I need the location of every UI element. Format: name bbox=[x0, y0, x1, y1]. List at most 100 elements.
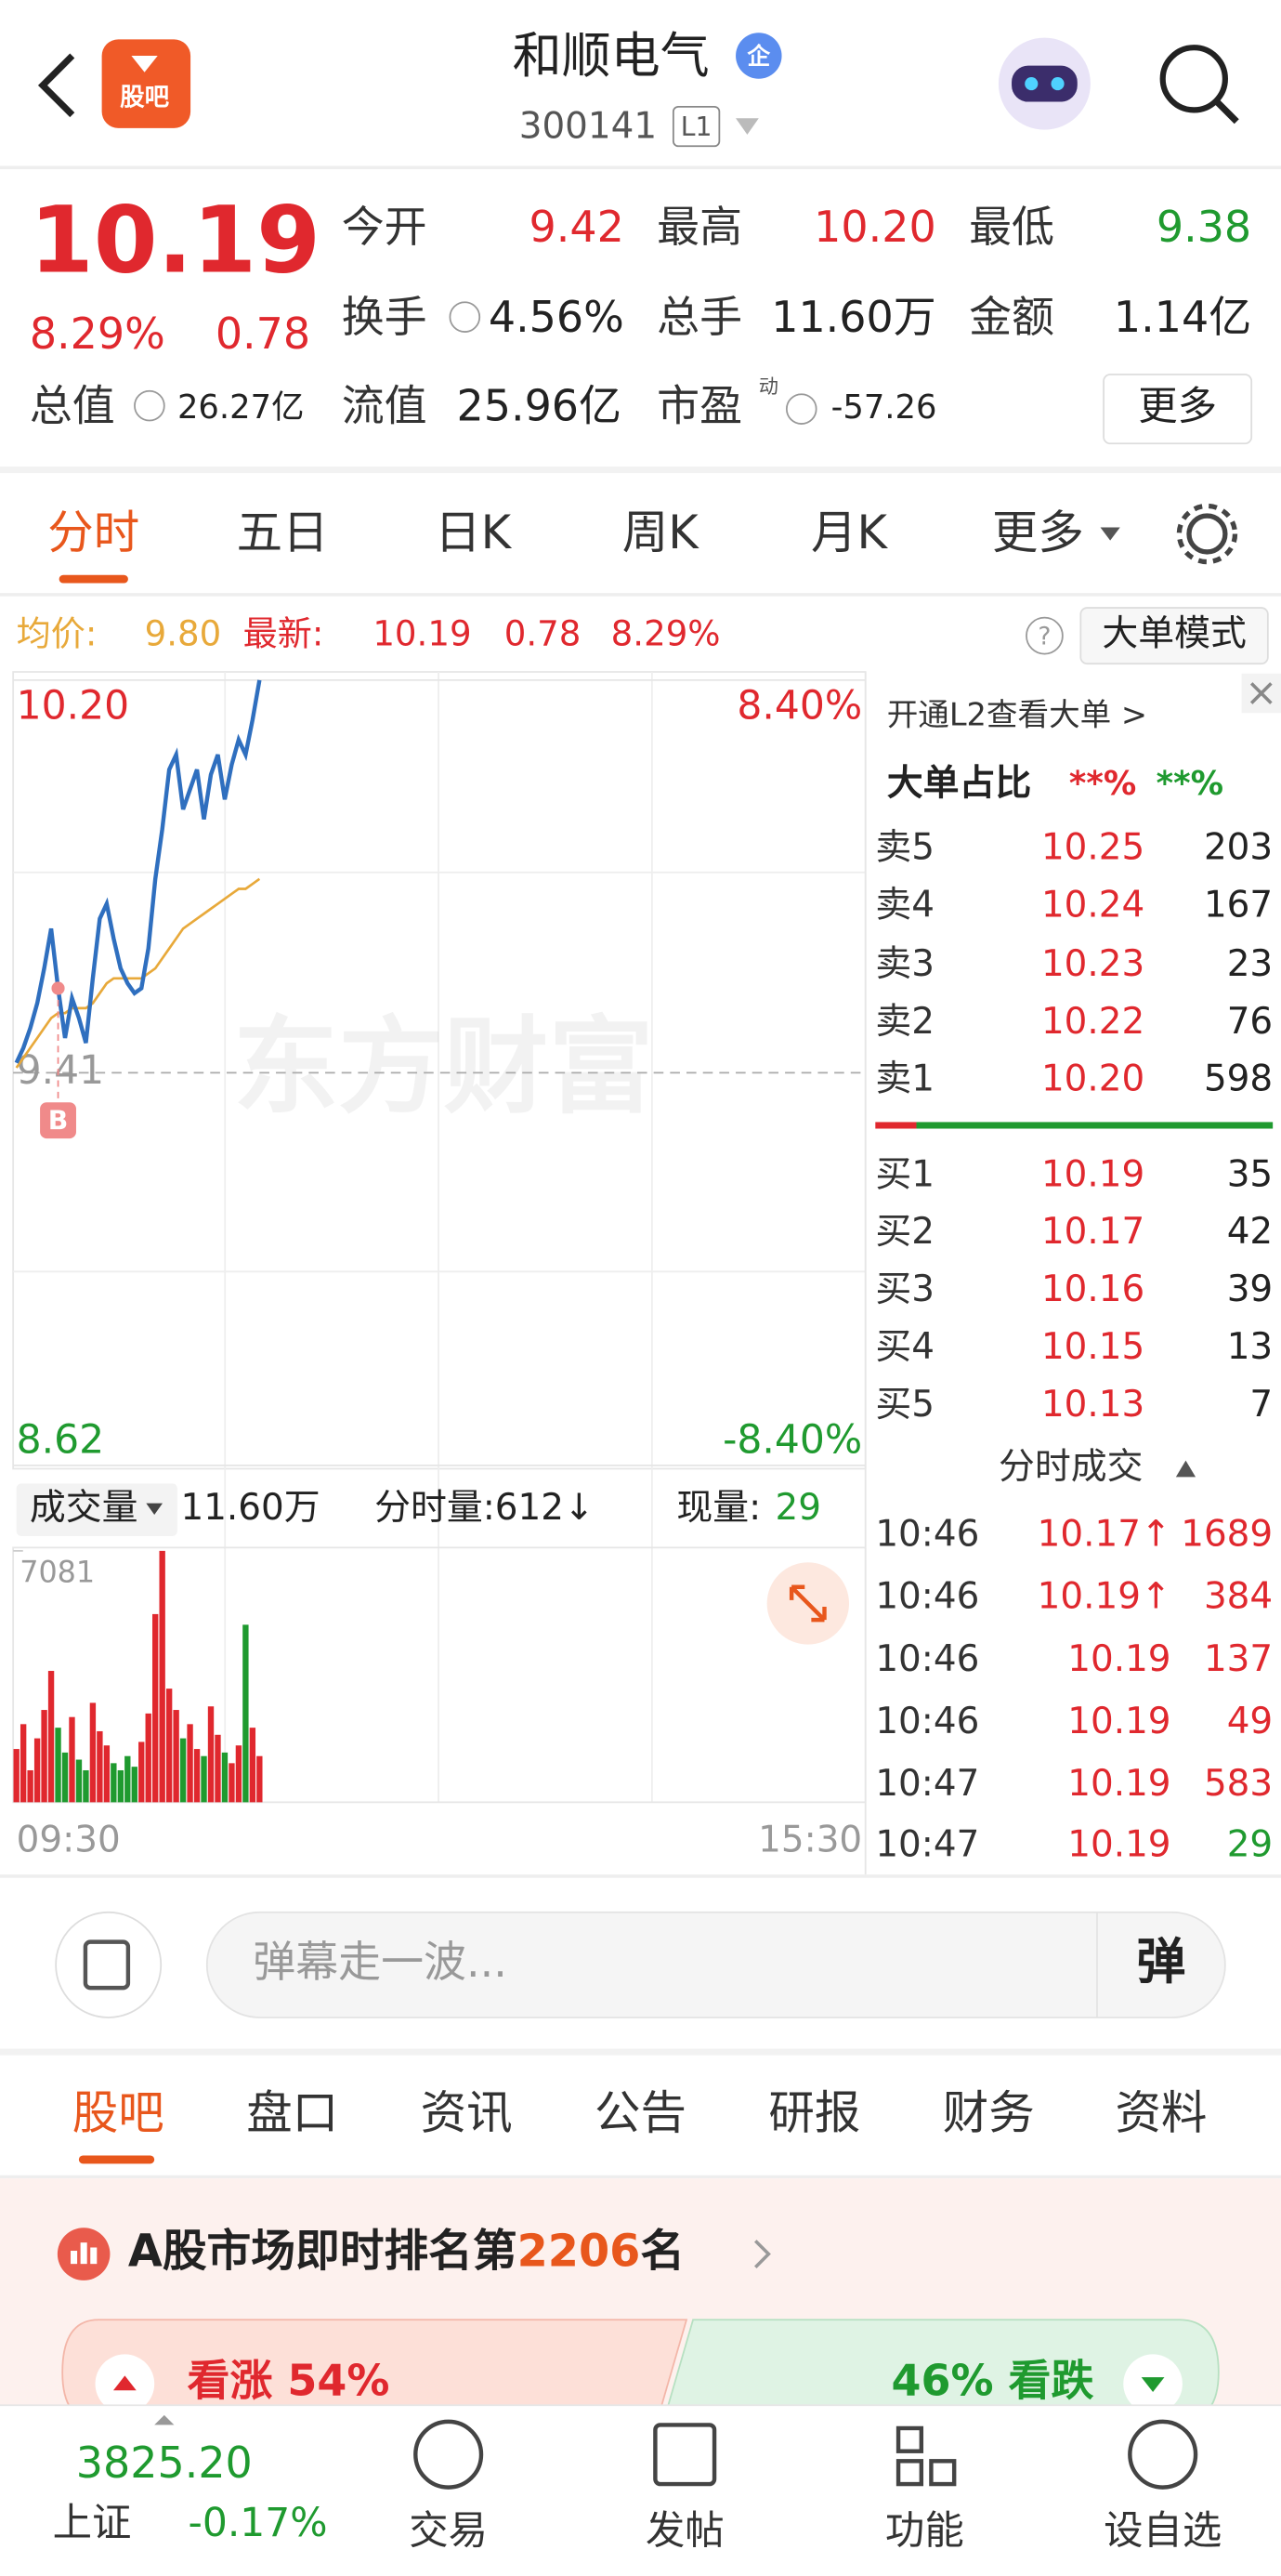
function-icon[interactable] bbox=[895, 2425, 924, 2453]
section-tab[interactable]: 资料 bbox=[1115, 2086, 1207, 2140]
last-price: 10.19 bbox=[30, 187, 320, 294]
trade-volume: 583 bbox=[1204, 1763, 1273, 1805]
tab[interactable]: 日K bbox=[435, 506, 513, 559]
level-text: L1 bbox=[681, 112, 712, 142]
book-volume: 7 bbox=[1249, 1384, 1273, 1426]
tab-more-arrow bbox=[1100, 527, 1120, 541]
info-icon[interactable] bbox=[134, 389, 165, 422]
more-text[interactable]: 更多 bbox=[1138, 385, 1217, 430]
robot-eye bbox=[1025, 77, 1039, 91]
divider bbox=[0, 2175, 1281, 2179]
settings-icon[interactable] bbox=[1186, 513, 1228, 555]
watermark: 东方财富 bbox=[233, 1005, 654, 1128]
trade-volume: 137 bbox=[1204, 1638, 1273, 1680]
trade-price: 10.19↑ bbox=[1038, 1576, 1171, 1618]
volume-bar bbox=[152, 1613, 159, 1803]
volume-bar bbox=[165, 1689, 173, 1803]
watchlist-icon[interactable] bbox=[1128, 2419, 1198, 2490]
nav-item[interactable]: 设自选 bbox=[1104, 2509, 1222, 2555]
tab[interactable]: 更多 bbox=[992, 506, 1084, 559]
stock-name: 和顺电气 bbox=[513, 27, 710, 85]
settings-teeth bbox=[1176, 503, 1238, 565]
nav-item[interactable]: 交易 bbox=[409, 2509, 488, 2555]
volume-bar bbox=[256, 1755, 263, 1803]
section-tab[interactable]: 财务 bbox=[943, 2086, 1035, 2140]
trade-volume: 49 bbox=[1227, 1701, 1273, 1742]
volume-bar bbox=[55, 1728, 61, 1803]
danmaku-button[interactable]: 弹 bbox=[1136, 1933, 1185, 1991]
more-button[interactable] bbox=[1103, 374, 1253, 445]
section-tab[interactable]: 股吧 bbox=[72, 2086, 164, 2140]
help-icon[interactable] bbox=[1026, 616, 1064, 655]
stat-label: 金额 bbox=[969, 292, 1054, 342]
trade-time: 10:47 bbox=[875, 1763, 979, 1805]
pct-label: -8.40% bbox=[723, 1418, 862, 1464]
tab[interactable]: 五日 bbox=[237, 506, 329, 559]
danmaku-icon[interactable] bbox=[55, 1911, 163, 2018]
volume-bar bbox=[193, 1749, 201, 1803]
y-tick-label: 9.41 bbox=[17, 1048, 104, 1094]
dropdown-arrow[interactable] bbox=[736, 118, 759, 135]
search-handle bbox=[1214, 99, 1239, 125]
stat-value: -57.26 bbox=[831, 388, 937, 427]
badge bbox=[736, 33, 782, 79]
chevron bbox=[754, 2240, 771, 2268]
ratio-down: **% bbox=[1157, 765, 1223, 803]
volume-bar bbox=[61, 1752, 69, 1803]
ratio-bar-red bbox=[875, 1122, 917, 1129]
search-icon[interactable] bbox=[1159, 45, 1228, 113]
volume-bar bbox=[69, 1716, 75, 1803]
trade-volume: 29 bbox=[1227, 1824, 1273, 1866]
volume-bar bbox=[33, 1738, 41, 1803]
trade-icon[interactable] bbox=[413, 2419, 484, 2490]
volume-selector-arrow bbox=[146, 1503, 163, 1515]
pct-label: 8.40% bbox=[737, 683, 862, 729]
book-price: 10.25 bbox=[1041, 826, 1144, 868]
stat-label: 流值 bbox=[342, 381, 427, 431]
info-icon[interactable] bbox=[449, 301, 481, 333]
buy-label: B bbox=[48, 1105, 69, 1136]
rank-text: 2206 bbox=[517, 2227, 641, 2278]
post-icon[interactable] bbox=[653, 2423, 717, 2487]
logo[interactable] bbox=[101, 39, 191, 128]
mode-button[interactable] bbox=[1079, 607, 1269, 665]
book-level: 买3 bbox=[875, 1268, 935, 1310]
book-level: 卖1 bbox=[875, 1058, 935, 1100]
l2-link[interactable]: 开通L2查看大单 > bbox=[887, 696, 1147, 732]
tab[interactable]: 周K bbox=[622, 506, 700, 559]
section-tab[interactable]: 研报 bbox=[768, 2086, 860, 2140]
stock-code: 300141 bbox=[519, 105, 657, 147]
section-tab[interactable]: 资讯 bbox=[421, 2086, 513, 2140]
volume-bar bbox=[173, 1710, 179, 1803]
info-icon[interactable] bbox=[785, 393, 817, 425]
book-level: 买1 bbox=[875, 1153, 935, 1195]
nav-item[interactable]: 功能 bbox=[885, 2509, 964, 2555]
section-tab[interactable]: 公告 bbox=[595, 2086, 686, 2140]
book-volume: 598 bbox=[1204, 1058, 1273, 1100]
nav-item[interactable]: 发帖 bbox=[646, 2509, 725, 2555]
bottom-nav bbox=[0, 2405, 1281, 2569]
section-tab[interactable]: 盘口 bbox=[246, 2086, 338, 2140]
volume-bar bbox=[179, 1738, 187, 1803]
volume-label[interactable]: 成交量 bbox=[30, 1487, 138, 1529]
divider bbox=[0, 1874, 1281, 1878]
back-button[interactable] bbox=[37, 53, 75, 118]
danmaku-input[interactable] bbox=[205, 1911, 1226, 2018]
divider bbox=[0, 165, 1281, 170]
index-pct: -0.17% bbox=[189, 2501, 328, 2546]
stat-label: 换手 bbox=[342, 292, 427, 342]
danmaku-placeholder: 弹幕走一波... bbox=[253, 1937, 507, 1987]
latest-pct: 8.29% bbox=[611, 614, 721, 654]
function-icon bbox=[895, 2459, 924, 2487]
mode-text[interactable]: 大单模式 bbox=[1102, 613, 1247, 655]
tab[interactable]: 分时 bbox=[47, 506, 139, 559]
volume-selector[interactable] bbox=[16, 1483, 177, 1536]
volume-tick-label: 7081 bbox=[20, 1555, 95, 1590]
avg-value: 9.80 bbox=[145, 614, 222, 654]
change-pct: 8.29% bbox=[30, 309, 165, 359]
tab[interactable]: 月K bbox=[811, 506, 888, 559]
buy-badge bbox=[40, 1102, 76, 1139]
